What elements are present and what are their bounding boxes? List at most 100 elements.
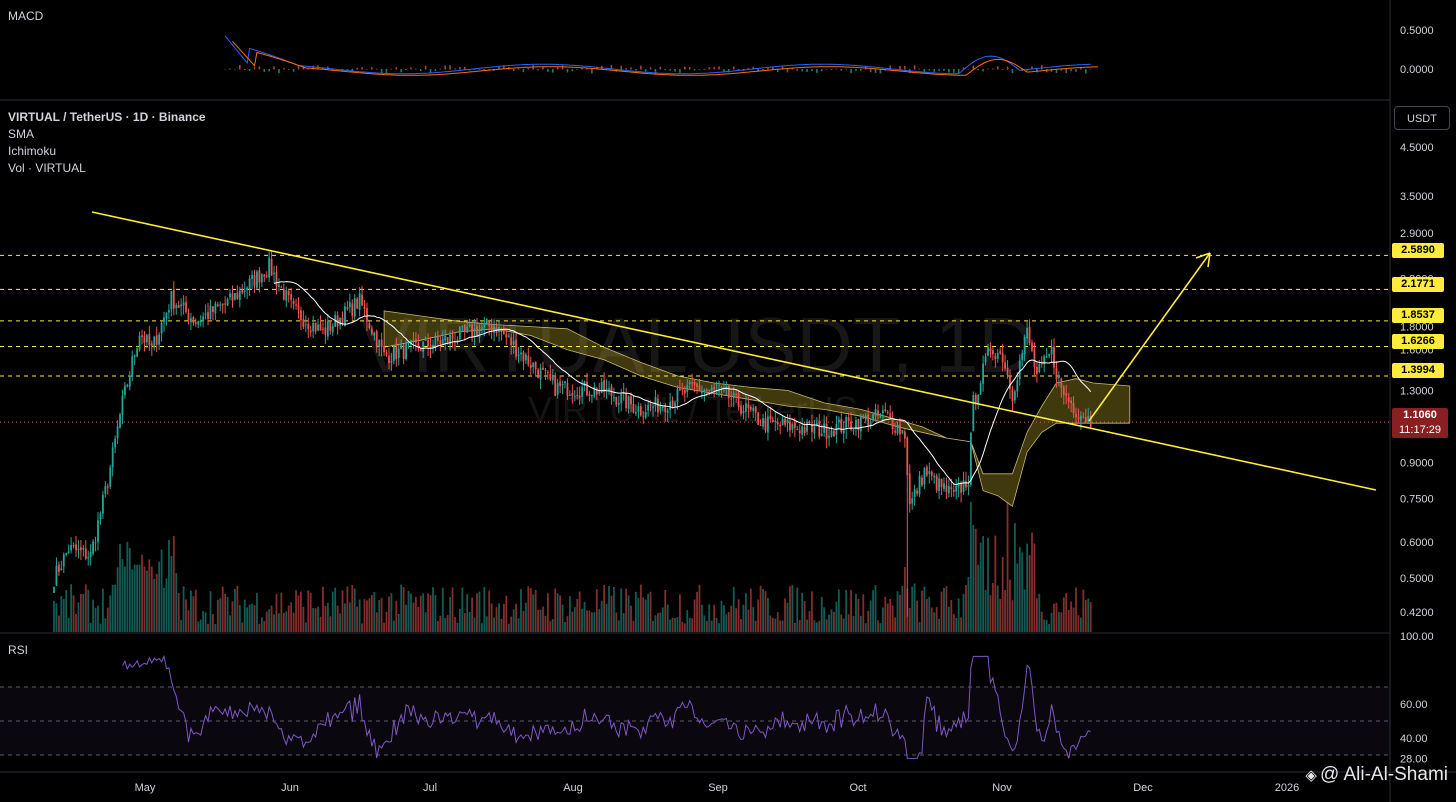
- candle-body: [62, 554, 65, 567]
- volume-bar: [745, 593, 747, 632]
- macd-hist-bar: [1036, 69, 1038, 73]
- candle-body: [397, 348, 400, 358]
- candle-body: [649, 404, 652, 406]
- volume-bar: [219, 598, 222, 632]
- volume-bar: [683, 623, 686, 632]
- volume-bar: [361, 623, 363, 632]
- candle-body: [510, 337, 513, 346]
- macd-hist-bar: [581, 68, 583, 70]
- candle-body: [229, 293, 231, 298]
- volume-bar: [727, 612, 730, 632]
- candle-body: [671, 400, 674, 407]
- price-tick-label: 0.9000: [1400, 458, 1434, 470]
- volume-bar: [253, 605, 256, 632]
- candle-body: [106, 486, 109, 488]
- volume-bar: [578, 591, 581, 632]
- candle-body: [568, 394, 571, 396]
- macd-hist-bar: [860, 69, 862, 71]
- volume-bar: [1057, 611, 1060, 632]
- volume-bar: [524, 602, 527, 632]
- candle-body: [231, 293, 234, 301]
- volume-bar: [163, 587, 165, 632]
- candle-body: [674, 402, 676, 407]
- volume-bar: [610, 595, 613, 632]
- candle-body: [168, 310, 170, 313]
- volume-bar: [688, 617, 691, 632]
- candle-body: [424, 338, 427, 341]
- legend-ichimoku[interactable]: Ichimoku: [8, 144, 57, 158]
- candle-body: [823, 423, 826, 433]
- candle-body: [260, 274, 263, 283]
- candle-body: [1087, 416, 1090, 424]
- volume-bar: [737, 599, 740, 632]
- volume-bar: [811, 591, 813, 632]
- candle-body: [282, 288, 285, 300]
- candle-body: [466, 326, 469, 333]
- candle-body: [446, 337, 449, 343]
- currency-button[interactable]: USDT: [1394, 106, 1450, 130]
- volume-bar: [549, 620, 552, 632]
- candle-body: [806, 421, 808, 432]
- candle-body: [473, 328, 476, 338]
- candle-body: [688, 382, 691, 384]
- volume-bar: [353, 588, 356, 632]
- candle-body: [542, 367, 544, 370]
- volume-bar: [344, 603, 346, 632]
- candle-body: [490, 325, 493, 331]
- volume-bar: [512, 609, 515, 632]
- volume-bar: [617, 620, 620, 632]
- candle-body: [1013, 391, 1016, 401]
- volume-bar: [686, 610, 689, 632]
- candle-body: [87, 557, 90, 559]
- candle-body: [312, 323, 315, 332]
- candle-body: [314, 322, 317, 332]
- volume-bar: [422, 593, 425, 632]
- volume-bar: [950, 599, 953, 632]
- candle-body: [422, 341, 425, 353]
- volume-bar: [285, 611, 288, 632]
- volume-bar: [735, 608, 738, 632]
- candle-body: [1050, 346, 1053, 355]
- macd-hist-bar: [752, 66, 755, 70]
- volume-bar: [180, 620, 183, 632]
- candle-body: [747, 404, 750, 409]
- macd-hist-bar: [923, 69, 926, 73]
- volume-bar: [784, 598, 786, 632]
- macd-hist-bar: [781, 66, 784, 70]
- candle-body: [583, 381, 586, 386]
- price-tick-label: 0.7500: [1400, 493, 1434, 505]
- volume-bar: [1035, 598, 1038, 632]
- macd-hist-bar: [630, 67, 632, 70]
- candle-body: [791, 423, 794, 430]
- candle-body: [874, 409, 877, 416]
- macd-hist-bar: [610, 65, 613, 70]
- candle-body: [811, 424, 813, 432]
- volume-bar: [886, 603, 889, 632]
- candle-body: [657, 398, 659, 413]
- candle-body: [681, 389, 684, 391]
- volume-bar: [429, 595, 432, 632]
- macd-hist-bar: [938, 69, 940, 71]
- volume-bar: [901, 586, 904, 632]
- volume-bar: [197, 621, 200, 632]
- volume-bar: [1075, 587, 1077, 632]
- macd-hist-bar: [1065, 69, 1068, 74]
- candle-body: [679, 388, 681, 391]
- volume-bar: [759, 585, 762, 632]
- macd-hist-bar: [586, 67, 588, 70]
- legend-volume[interactable]: Vol · VIRTUAL: [8, 161, 86, 175]
- macd-hist-bar: [239, 65, 241, 70]
- volume-bar: [754, 620, 757, 632]
- macd-hist-bar: [591, 69, 593, 74]
- macd-hist-bar: [278, 69, 280, 74]
- symbol-title[interactable]: VIRTUAL / TetherUS · 1D · Binance: [8, 110, 206, 124]
- candle-body: [1001, 353, 1004, 363]
- legend-sma[interactable]: SMA: [8, 127, 35, 141]
- candle-body: [270, 259, 273, 276]
- volume-bar: [862, 594, 865, 632]
- candle-body: [380, 339, 383, 347]
- candle-body: [238, 290, 241, 300]
- volume-bar: [402, 587, 405, 632]
- candle-body: [889, 413, 892, 418]
